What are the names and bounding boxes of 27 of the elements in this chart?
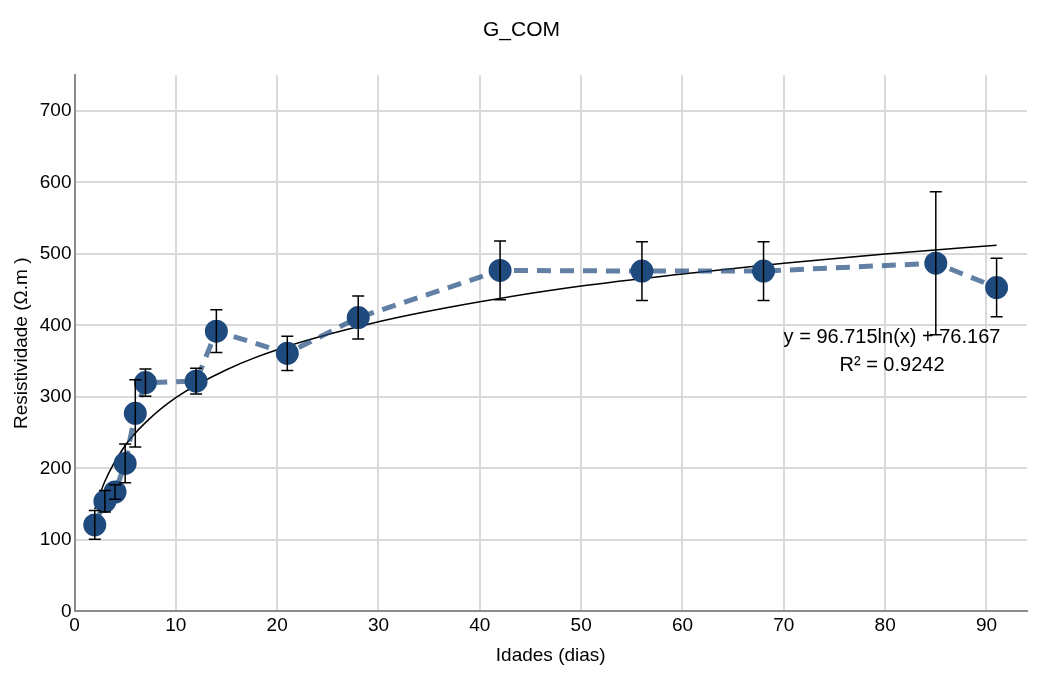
point: [985, 276, 1009, 300]
point: [275, 341, 299, 365]
point: [103, 480, 127, 504]
x-tick-label: 80: [874, 614, 896, 636]
annotation: y = 96.715ln(x) + 76.167: [783, 324, 1001, 347]
x-tick-label: 60: [671, 614, 694, 636]
x-tick-label: 50: [570, 614, 592, 636]
y-tick-label: 300: [39, 385, 72, 407]
x-tick-label: 90: [975, 614, 998, 636]
x-axis-title: Idades (dias): [495, 643, 606, 665]
y-tick-label: 700: [39, 99, 72, 121]
y-tick-label: 400: [39, 313, 72, 335]
y-tick-label: 500: [39, 242, 72, 264]
annotation: R² = 0.9242: [839, 352, 945, 375]
y-tick-label: 200: [39, 456, 72, 478]
chart-title: G_COM: [482, 17, 561, 42]
x-tick-label: 40: [469, 614, 491, 636]
x-tick-label: 20: [266, 614, 288, 636]
y-tick-label: 600: [39, 170, 72, 192]
x-tick-label: 70: [773, 614, 795, 636]
point: [123, 401, 147, 425]
point: [752, 259, 776, 283]
y-tick-label: 100: [39, 528, 72, 550]
y-axis-title: Resistividade (Ω.m ): [9, 257, 31, 430]
point: [204, 319, 228, 343]
x-tick-label: 30: [367, 614, 390, 636]
x-tick-label: 10: [165, 614, 187, 636]
